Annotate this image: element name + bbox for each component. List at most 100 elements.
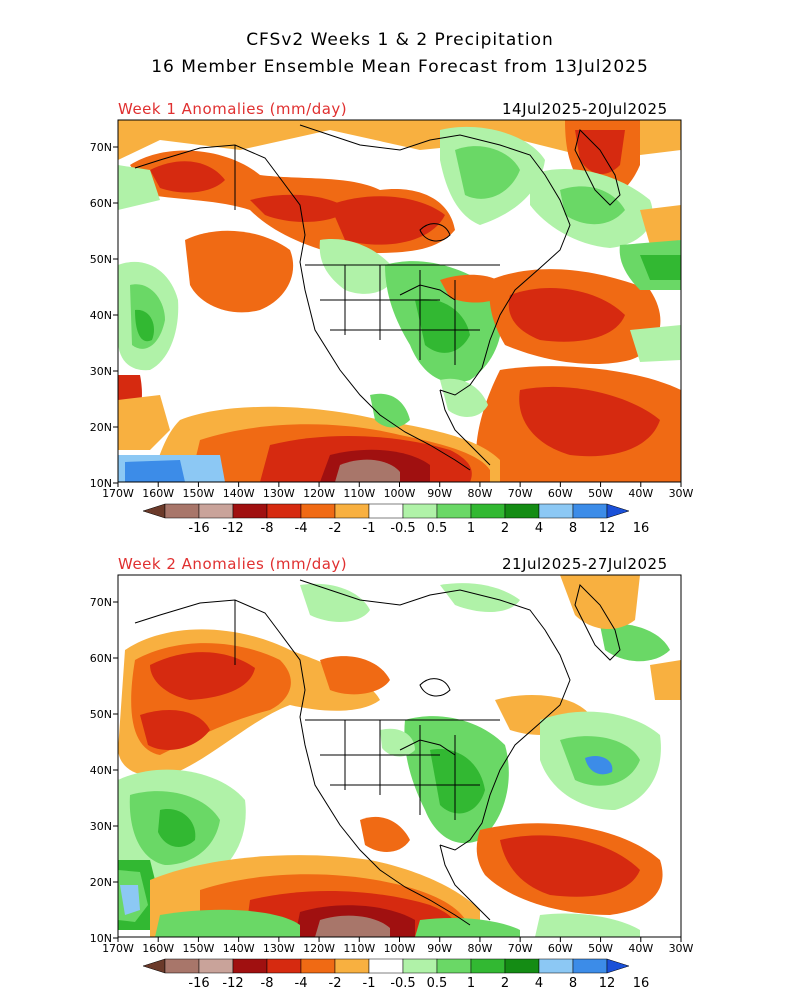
colorbar-swatch	[470, 958, 506, 974]
colorbar-label: -16	[188, 976, 209, 991]
colorbar-swatch	[232, 503, 268, 519]
colorbars-layer: -16 -12 -8 -4 -2 -1 -0.5 0.5 1 2 4 8 12 16-16 -12 -8 -4-…	[142, 503, 650, 991]
colorbar-label: 1	[467, 521, 475, 536]
colorbar-label: 8	[569, 521, 577, 536]
lat-label: 10N	[90, 477, 112, 490]
colorbar-label: -8	[261, 521, 274, 536]
lon-label: 120W	[303, 487, 335, 500]
week2-map	[117, 574, 682, 938]
colorbar-label: -2	[329, 976, 342, 991]
colorbar-swatch	[300, 958, 336, 974]
lon-label: 110W	[343, 487, 375, 500]
lat-label: 60N	[90, 652, 112, 665]
colorbar-label: 4	[535, 976, 543, 991]
colorbar-swatch	[266, 503, 302, 519]
colorbar-end-left	[142, 503, 166, 519]
chart-title-line1: CFSv2 Weeks 1 & 2 Precipitation	[246, 30, 554, 50]
colorbar-label: 2	[501, 521, 509, 536]
chart-title-line2: 16 Member Ensemble Mean Forecast from 13…	[151, 57, 649, 77]
lon-label: 60W	[548, 487, 573, 500]
lon-label: 150W	[182, 487, 214, 500]
colorbar-swatch	[572, 958, 608, 974]
lat-label: 30N	[90, 365, 112, 378]
colorbar-swatch	[232, 958, 268, 974]
lon-label: 130W	[263, 487, 295, 500]
lon-label: 150W	[182, 942, 214, 955]
colorbar-label: -4	[295, 976, 308, 991]
colorbar-end-left	[142, 958, 166, 974]
colorbar-label: 16	[633, 521, 650, 536]
lon-label: 60W	[548, 942, 573, 955]
colorbar-swatch	[300, 503, 336, 519]
colorbar-swatch	[572, 503, 608, 519]
colorbar-swatch	[198, 958, 234, 974]
colorbar-label: -16	[188, 521, 209, 536]
colorbar-label: -1	[363, 976, 376, 991]
lon-label: 50W	[588, 942, 613, 955]
lat-label: 70N	[90, 141, 112, 154]
colorbar-label: -12	[222, 521, 243, 536]
lon-label: 90W	[427, 942, 452, 955]
colorbar-swatch	[164, 958, 200, 974]
colorbar-label: -12	[222, 976, 243, 991]
lon-label: 110W	[343, 942, 375, 955]
colorbar-label: -4	[295, 521, 308, 536]
colorbar-label: 0.5	[427, 521, 448, 536]
colorbar-swatch	[164, 503, 200, 519]
lon-label: 70W	[508, 942, 533, 955]
colorbar-swatch	[538, 503, 574, 519]
colorbar-label: 4	[535, 521, 543, 536]
colorbar-swatch	[436, 958, 472, 974]
week1-anomaly-fields	[118, 120, 681, 482]
lon-label: 140W	[223, 487, 255, 500]
lat-label: 70N	[90, 596, 112, 609]
week2-anomaly-fields	[118, 575, 681, 937]
lon-label: 160W	[142, 942, 174, 955]
lon-label: 30W	[669, 942, 694, 955]
lon-label: 80W	[467, 487, 492, 500]
lat-label: 60N	[90, 197, 112, 210]
lon-label: 40W	[628, 942, 653, 955]
lon-label: 170W	[102, 942, 134, 955]
colorbar-swatch	[334, 958, 370, 974]
colorbar-swatch	[402, 503, 438, 519]
lat-label: 30N	[90, 820, 112, 833]
lat-label: 40N	[90, 309, 112, 322]
colorbar-label: 1	[467, 976, 475, 991]
colorbar-end-right	[606, 958, 630, 974]
colorbar-swatch	[368, 958, 404, 974]
colorbar-label: 8	[569, 976, 577, 991]
lat-label: 50N	[90, 708, 112, 721]
colorbar-swatch	[368, 503, 404, 519]
week2-dates: 21Jul2025-27Jul2025	[502, 555, 668, 573]
lon-label: 100W	[384, 487, 416, 500]
lat-label: 10N	[90, 932, 112, 945]
lon-label: 70W	[508, 487, 533, 500]
lon-label: 140W	[223, 942, 255, 955]
lat-label: 50N	[90, 253, 112, 266]
lon-label: 170W	[102, 487, 134, 500]
colorbar-label: 12	[599, 521, 616, 536]
lon-label: 90W	[427, 487, 452, 500]
lon-label: 160W	[142, 487, 174, 500]
colorbar-swatch	[198, 503, 234, 519]
colorbar-swatch	[436, 503, 472, 519]
colorbar-label: -0.5	[390, 521, 415, 536]
lon-label: 30W	[669, 487, 694, 500]
lon-label: 50W	[588, 487, 613, 500]
lat-label: 40N	[90, 764, 112, 777]
colorbar-label: 16	[633, 976, 650, 991]
week1-dates: 14Jul2025-20Jul2025	[502, 100, 668, 118]
colorbar-swatch	[504, 503, 540, 519]
lon-label: 40W	[628, 487, 653, 500]
lon-label: 80W	[467, 942, 492, 955]
colorbar-label: 12	[599, 976, 616, 991]
lon-label: 100W	[384, 942, 416, 955]
week2-label: Week 2 Anomalies (mm/day)	[118, 555, 348, 573]
colorbar-label: -0.5	[390, 976, 415, 991]
colorbar-label: -1	[363, 521, 376, 536]
lat-label: 20N	[90, 876, 112, 889]
colorbar-swatch	[402, 958, 438, 974]
colorbar-swatch	[334, 503, 370, 519]
